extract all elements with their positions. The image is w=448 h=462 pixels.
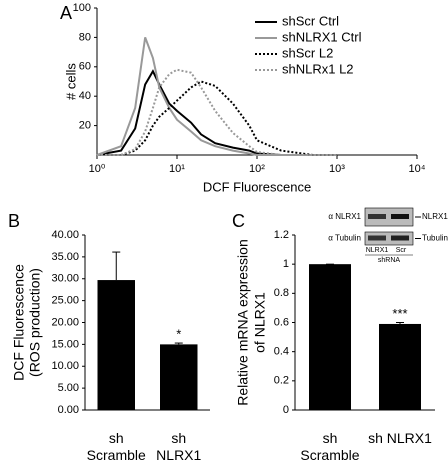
y-tick-label: 0.4	[274, 346, 289, 358]
annotation: ***	[392, 306, 407, 321]
x-tick-label: sh Scramble	[86, 430, 146, 462]
blot	[364, 231, 414, 246]
y-tick-label: 0.2	[274, 375, 289, 387]
annotation: *	[176, 327, 181, 342]
x-tick-label: 10⁴	[409, 163, 426, 175]
y-tick-label: 10.00	[51, 360, 79, 372]
y-axis-label: DCF Fluorescence	[11, 264, 27, 381]
x-tick-label: 10¹	[169, 163, 185, 175]
panel-label: C	[232, 211, 245, 231]
legend-label: shScr L2	[282, 45, 333, 60]
blot-band	[368, 214, 386, 219]
bar	[97, 280, 135, 410]
legend-label: shNLRX1 Ctrl	[282, 29, 362, 44]
y-tick-label: 20	[79, 120, 91, 132]
y-tick-label: 40	[79, 90, 91, 102]
x-tick-label: sh NLRX1	[368, 430, 432, 446]
y-tick-label: 1	[283, 258, 289, 270]
y-tick-label: 15.00	[51, 338, 79, 350]
y-tick-label: 5.00	[58, 382, 79, 394]
y-tick-label: 60	[79, 61, 91, 73]
y-tick-label: 0	[283, 404, 289, 416]
series-line	[97, 68, 337, 156]
y-axis-label: (ROS production)	[27, 268, 43, 377]
x-tick-label: sh NLRX1	[156, 430, 202, 462]
legend-label: shNLRx1 L2	[282, 61, 354, 76]
inset-lane-label: Scr	[396, 247, 407, 254]
y-tick-label: 20.00	[51, 316, 79, 328]
inset-row-label: α NLRX1	[328, 212, 361, 221]
y-tick-label: 0.8	[274, 287, 289, 299]
y-tick-label: 35.00	[51, 251, 79, 263]
inset-group-label: shRNA	[378, 257, 401, 264]
series-line	[96, 37, 337, 156]
y-tick-label: 40.00	[51, 229, 79, 241]
y-axis-label: # cells	[63, 63, 78, 100]
series-line	[97, 80, 337, 156]
y-tick-label: 100	[73, 2, 91, 14]
panel-label: A	[60, 3, 72, 23]
blot-band	[391, 214, 409, 219]
blot-band	[391, 235, 409, 241]
blot	[364, 207, 414, 227]
y-tick-label: 1.2	[274, 229, 289, 241]
x-tick-label: 10³	[329, 163, 345, 175]
bar	[160, 344, 198, 410]
y-tick-label: 25.00	[51, 295, 79, 307]
y-tick-label: 0.00	[58, 404, 79, 416]
y-axis-label: of NLRX1	[252, 292, 268, 353]
y-tick-label: 0.6	[274, 316, 289, 328]
inset-lane-label: NLRX1	[366, 247, 389, 254]
inset-row-label: α Tubulin	[328, 234, 361, 243]
inset-band-label: Tubulin	[422, 234, 448, 243]
y-tick-label: 30.00	[51, 273, 79, 285]
y-axis-label: Relative mRNA expression	[235, 239, 251, 406]
legend-label: shScr Ctrl	[282, 13, 339, 28]
panel-label: B	[8, 211, 20, 231]
y-tick-label: 80	[79, 31, 91, 43]
x-tick-label: 10²	[249, 163, 265, 175]
x-tick-label: 10⁰	[89, 163, 106, 175]
x-tick-label: sh Scramble	[300, 430, 360, 462]
blot-band	[368, 235, 386, 241]
bar	[309, 264, 351, 410]
x-axis-label: DCF Fluorescence	[203, 179, 311, 194]
bar	[379, 323, 421, 410]
inset-band-label: NLRX1	[422, 212, 448, 221]
